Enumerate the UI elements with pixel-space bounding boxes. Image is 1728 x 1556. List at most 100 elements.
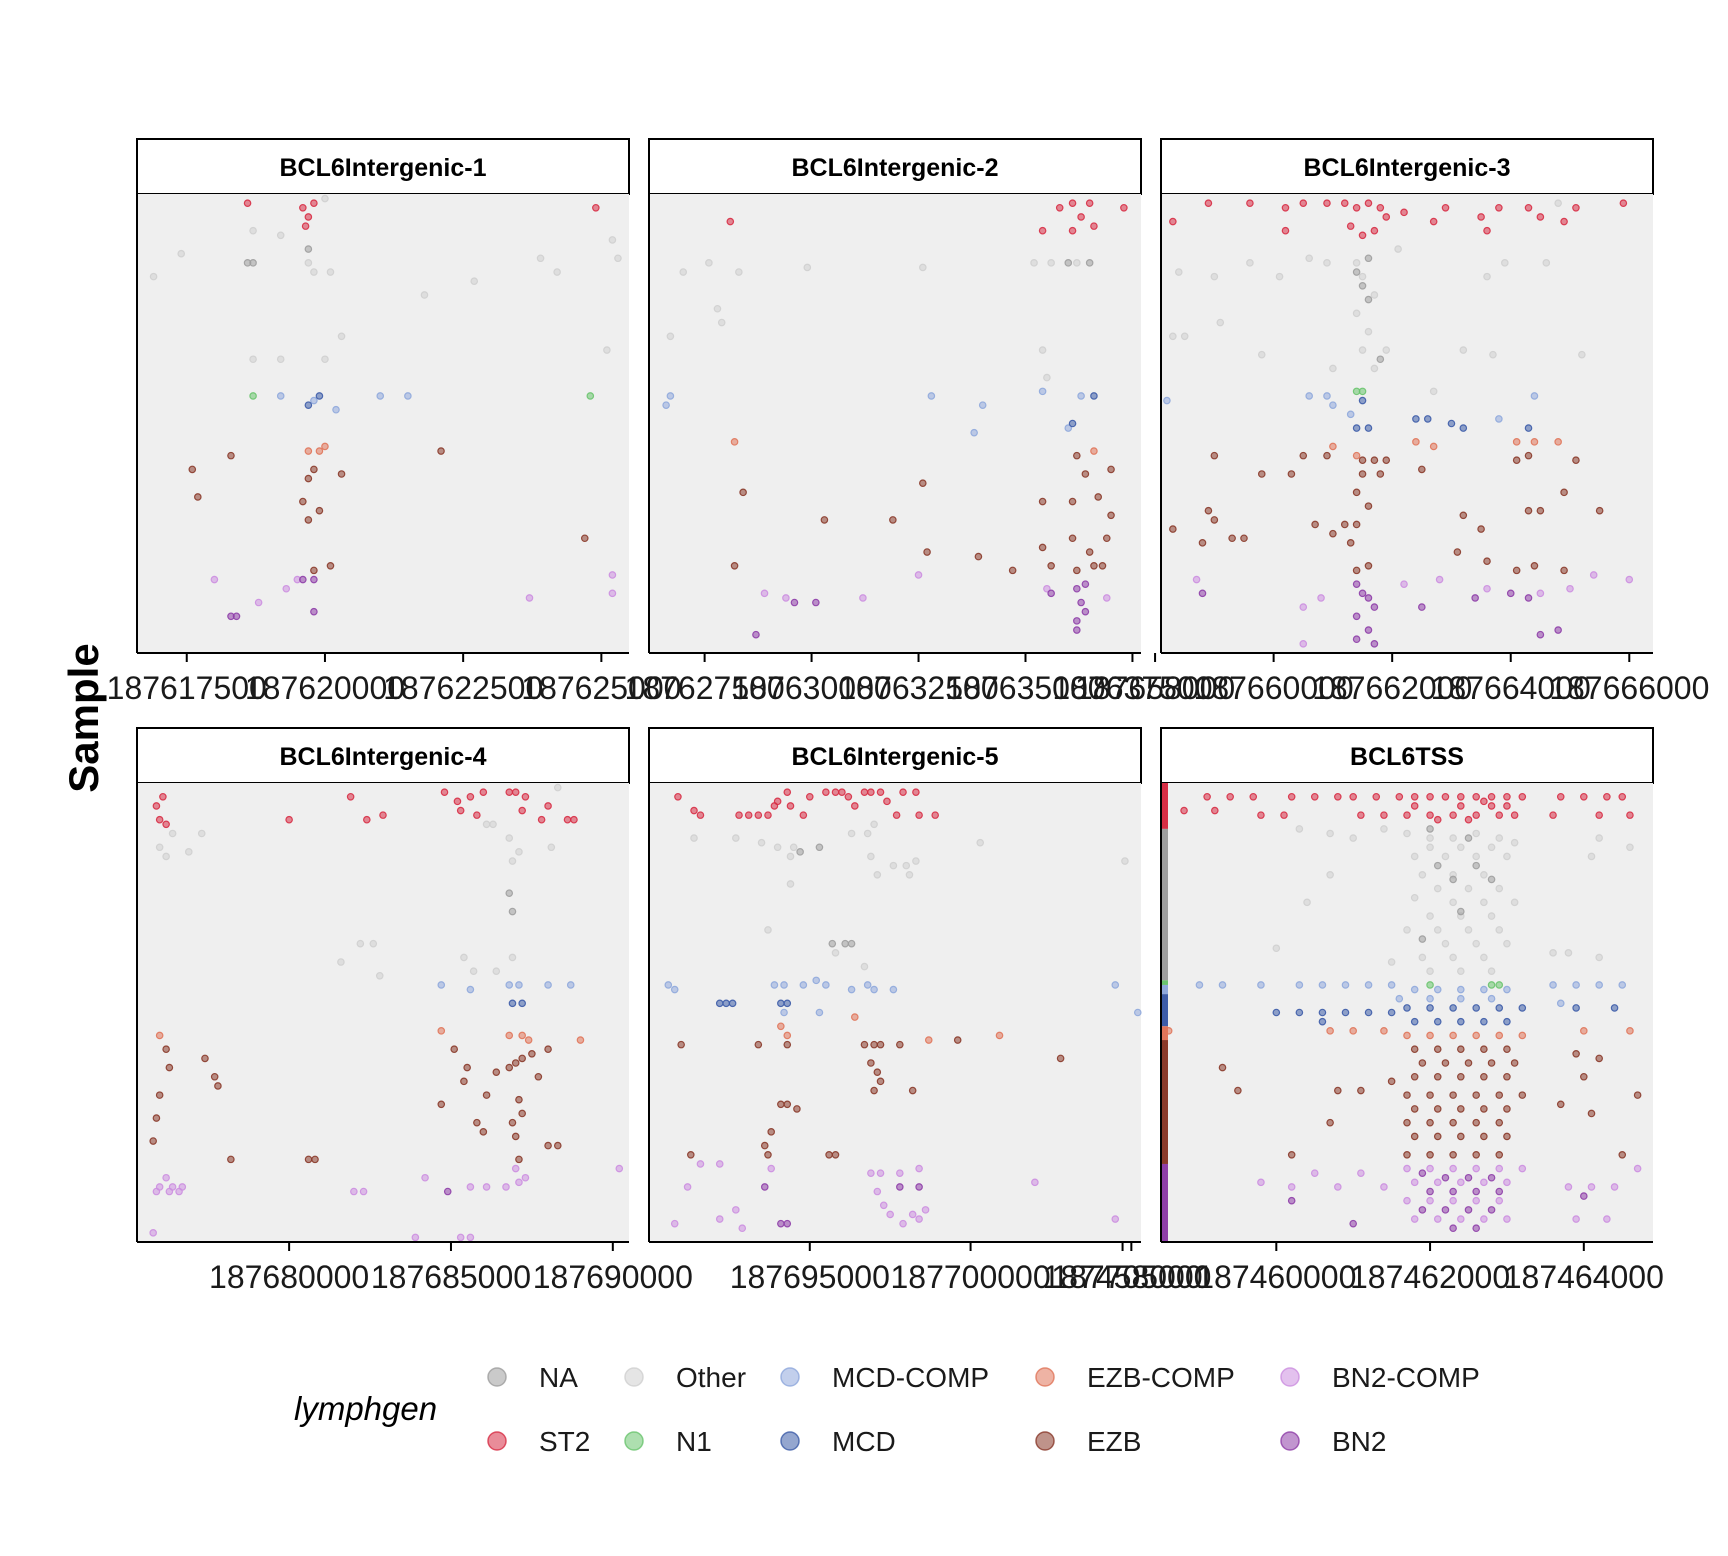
data-point — [1626, 843, 1634, 852]
data-point — [1572, 1004, 1580, 1012]
data-point — [1410, 1017, 1419, 1026]
data-point — [1472, 1164, 1480, 1173]
facet-strip — [648, 727, 1142, 784]
data-point — [1102, 594, 1111, 602]
sample-rug-segment — [1162, 984, 1168, 995]
data-point — [337, 332, 346, 341]
facet-BCL6Intergenic-1: BCL6Intergenic-1 187617500187620000187622… — [107, 138, 681, 706]
data-point — [473, 811, 481, 819]
data-point — [1272, 1008, 1281, 1017]
data-point — [518, 806, 526, 815]
data-point — [453, 797, 462, 806]
data-point — [1163, 396, 1171, 405]
legend-label: N1 — [676, 1426, 712, 1457]
data-point — [1341, 981, 1350, 989]
data-point — [1449, 953, 1457, 962]
data-point — [1257, 350, 1266, 359]
data-point — [553, 783, 562, 792]
data-point — [1358, 231, 1367, 240]
data-point — [812, 598, 820, 607]
data-point — [1549, 949, 1557, 957]
data-point — [732, 834, 740, 842]
data-point — [518, 1109, 526, 1118]
x-tick-label: 187680000 — [209, 1259, 369, 1295]
x-tick-label: 187690000 — [533, 1259, 693, 1295]
data-point — [735, 811, 743, 819]
sample-rug-segment — [1162, 1040, 1168, 1164]
data-point — [662, 401, 670, 409]
data-point — [1530, 392, 1539, 400]
data-point — [1380, 825, 1388, 833]
data-point — [1449, 1196, 1457, 1205]
data-point — [1495, 1164, 1504, 1173]
data-point — [1449, 875, 1457, 884]
legend-item-MCD: MCD — [780, 1426, 896, 1457]
data-point — [299, 575, 307, 584]
data-point — [1410, 1045, 1419, 1054]
data-point — [1326, 829, 1334, 838]
data-point — [544, 981, 552, 989]
data-point — [337, 958, 345, 966]
x-tick-label: 187617500 — [107, 670, 267, 706]
data-point — [1457, 1045, 1465, 1054]
data-point — [730, 561, 739, 570]
data-point — [1426, 811, 1434, 819]
data-point — [563, 815, 572, 824]
data-point — [1426, 1150, 1434, 1159]
data-point — [1364, 424, 1373, 432]
data-point — [363, 815, 371, 824]
data-point — [1403, 1118, 1411, 1127]
data-point — [889, 516, 897, 524]
data-point — [1226, 792, 1234, 801]
data-point — [1038, 346, 1047, 354]
data-point — [155, 1031, 164, 1040]
data-point — [1329, 401, 1337, 409]
data-point — [1211, 806, 1219, 815]
data-point — [315, 447, 324, 455]
data-point — [1556, 999, 1565, 1008]
data-point — [1403, 1031, 1411, 1040]
data-point — [482, 820, 491, 829]
data-point — [1554, 199, 1562, 207]
data-point — [1326, 1027, 1334, 1035]
data-point — [1610, 1183, 1619, 1191]
data-point — [1487, 981, 1496, 989]
data-point — [876, 1077, 885, 1086]
data-point — [783, 1040, 792, 1049]
data-point — [379, 811, 387, 819]
data-point — [1487, 967, 1496, 975]
data-point — [1299, 640, 1308, 648]
data-point — [931, 811, 939, 819]
data-point — [1487, 994, 1496, 1003]
data-point — [1349, 834, 1357, 842]
data-point — [1510, 811, 1519, 819]
legend-key — [1280, 1431, 1300, 1451]
data-point — [1503, 792, 1511, 801]
data-point — [175, 1187, 183, 1196]
data-point — [789, 843, 798, 852]
data-point — [1595, 953, 1603, 962]
data-point — [450, 1045, 459, 1054]
data-point — [460, 953, 468, 962]
facet-strip — [136, 138, 630, 195]
data-point — [1287, 1196, 1296, 1205]
data-point — [536, 254, 545, 263]
data-point — [1340, 520, 1349, 529]
data-point — [155, 1091, 164, 1099]
data-point — [1370, 226, 1379, 235]
data-point — [1287, 1150, 1296, 1159]
data-point — [1472, 1031, 1480, 1040]
data-point — [466, 985, 475, 994]
data-point — [482, 1091, 491, 1099]
data-point — [1299, 199, 1308, 207]
data-point — [844, 792, 853, 801]
data-point — [310, 268, 318, 276]
data-point — [544, 802, 552, 810]
data-point — [155, 843, 164, 852]
data-point — [783, 1031, 792, 1040]
data-point — [420, 291, 429, 299]
data-point — [805, 792, 814, 801]
data-point — [1560, 217, 1568, 226]
data-point — [902, 861, 911, 870]
data-point — [515, 1178, 523, 1187]
